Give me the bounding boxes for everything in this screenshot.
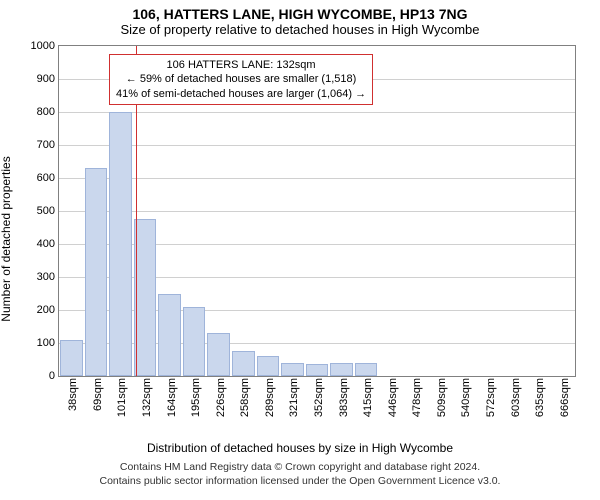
x-tick-label: 289sqm — [264, 376, 276, 417]
footer-attribution: Contains HM Land Registry data © Crown c… — [0, 461, 600, 488]
x-tick-label: 132sqm — [141, 376, 153, 417]
footer-line-1: Contains HM Land Registry data © Crown c… — [0, 461, 600, 475]
histogram-bar — [306, 364, 329, 376]
x-tick-label: 635sqm — [534, 376, 546, 417]
histogram-bar — [85, 168, 108, 376]
chart-area: Number of detached properties 0100200300… — [0, 39, 600, 439]
x-tick-label: 415sqm — [362, 376, 374, 417]
y-tick-label: 100 — [37, 337, 59, 349]
annotation-line: ← 59% of detached houses are smaller (1,… — [116, 72, 366, 86]
footer-line-2: Contains public sector information licen… — [0, 475, 600, 489]
x-tick-label: 540sqm — [460, 376, 472, 417]
histogram-bar — [158, 294, 181, 377]
x-tick-label: 666sqm — [559, 376, 571, 417]
annotation-box: 106 HATTERS LANE: 132sqm← 59% of detache… — [109, 54, 373, 105]
histogram-bar — [355, 363, 378, 376]
histogram-bar — [60, 340, 83, 376]
histogram-bar — [109, 112, 132, 376]
x-tick-label: 352sqm — [313, 376, 325, 417]
x-tick-label: 478sqm — [411, 376, 423, 417]
x-tick-label: 321sqm — [288, 376, 300, 417]
y-tick-label: 800 — [37, 106, 59, 118]
x-tick-label: 446sqm — [387, 376, 399, 417]
y-tick-label: 1000 — [31, 40, 59, 52]
x-tick-label: 69sqm — [92, 376, 104, 411]
y-tick-label: 600 — [37, 172, 59, 184]
annotation-line: 106 HATTERS LANE: 132sqm — [116, 58, 366, 72]
x-tick-label: 38sqm — [67, 376, 79, 411]
y-axis-label: Number of detached properties — [0, 156, 13, 321]
histogram-bar — [281, 363, 304, 376]
page-subtitle: Size of property relative to detached ho… — [0, 22, 600, 39]
y-tick-label: 900 — [37, 73, 59, 85]
x-tick-label: 195sqm — [190, 376, 202, 417]
y-tick-label: 0 — [49, 370, 59, 382]
histogram-bar — [330, 363, 353, 376]
annotation-line: 41% of semi-detached houses are larger (… — [116, 87, 366, 101]
y-tick-label: 200 — [37, 304, 59, 316]
x-tick-label: 603sqm — [510, 376, 522, 417]
x-tick-label: 226sqm — [215, 376, 227, 417]
y-tick-label: 700 — [37, 139, 59, 151]
x-tick-label: 164sqm — [166, 376, 178, 417]
plot-area: 0100200300400500600700800900100038sqm69s… — [58, 45, 576, 377]
y-tick-label: 500 — [37, 205, 59, 217]
histogram-bar — [183, 307, 206, 376]
x-tick-label: 509sqm — [436, 376, 448, 417]
histogram-bar — [257, 356, 280, 376]
x-tick-label: 101sqm — [116, 376, 128, 417]
x-tick-label: 383sqm — [338, 376, 350, 417]
histogram-bar — [232, 351, 255, 376]
page-title: 106, HATTERS LANE, HIGH WYCOMBE, HP13 7N… — [0, 0, 600, 22]
histogram-bar — [207, 333, 230, 376]
x-tick-label: 258sqm — [239, 376, 251, 417]
y-tick-label: 300 — [37, 271, 59, 283]
y-tick-label: 400 — [37, 238, 59, 250]
x-axis-label: Distribution of detached houses by size … — [0, 441, 600, 455]
x-tick-label: 572sqm — [485, 376, 497, 417]
